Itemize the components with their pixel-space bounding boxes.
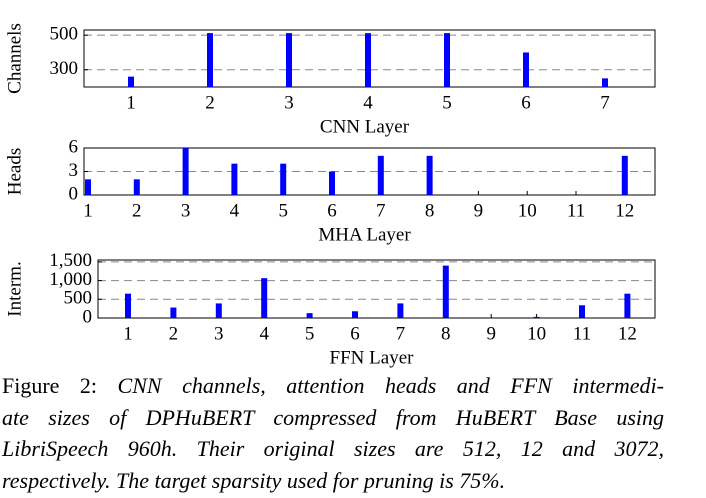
x-tick-label: 4	[230, 200, 240, 221]
x-tick-label: 4	[259, 323, 269, 344]
x-tick-label: 6	[521, 92, 531, 113]
bar	[523, 52, 529, 87]
x-tick-label: 9	[474, 200, 484, 221]
bar	[602, 78, 608, 87]
x-tick-label: 2	[169, 323, 179, 344]
bar	[207, 33, 213, 87]
bar	[352, 311, 358, 318]
bar	[533, 316, 540, 318]
x-axis-label: CNN Layer	[320, 116, 410, 137]
x-tick-label: 8	[441, 323, 451, 344]
caption: Figure 2: CNN channels, attention heads …	[2, 370, 664, 496]
bar	[125, 293, 131, 318]
bar	[426, 155, 433, 195]
y-tick-label: 1,000	[49, 269, 92, 290]
x-tick-label: 1	[126, 92, 136, 113]
caption-line: LibriSpeech 960h. Their original sizes a…	[2, 436, 664, 461]
x-tick-label: 1	[83, 200, 93, 221]
caption-line: ate sizes of DPHuBERT compressed from Hu…	[2, 404, 664, 430]
bar	[170, 307, 177, 318]
plot-frame	[97, 259, 656, 319]
bar	[261, 278, 268, 318]
plot-frame	[83, 147, 656, 196]
bar	[442, 265, 449, 318]
x-tick-label: 5	[278, 200, 288, 221]
caption-text: CNN channels, attention heads and FFN in…	[117, 373, 664, 398]
x-axis-label: MHA Layer	[318, 224, 411, 245]
x-tick-label: 10	[527, 323, 546, 344]
x-tick-label: 4	[363, 92, 373, 113]
x-tick-label: 8	[425, 200, 435, 221]
x-tick-label: 3	[181, 200, 191, 221]
y-tick-label: 0	[83, 306, 93, 327]
x-tick-label: 7	[396, 323, 406, 344]
x-tick-label: 11	[573, 323, 591, 344]
x-tick-label: 3	[214, 323, 224, 344]
y-tick-label: 500	[64, 288, 93, 309]
caption-line: Figure 2: CNN channels, attention heads …	[2, 370, 664, 402]
x-tick-label: 12	[618, 323, 637, 344]
y-tick-label: 3	[69, 160, 79, 181]
bar	[128, 76, 134, 87]
x-tick-label: 5	[305, 323, 315, 344]
y-tick-label: 300	[50, 58, 79, 79]
x-tick-label: 9	[486, 323, 496, 344]
y-axis-label: Heads	[4, 148, 25, 195]
x-tick-label: 6	[327, 200, 337, 221]
bar	[397, 303, 404, 318]
caption-label: Figure 2:	[2, 373, 98, 398]
bar	[306, 313, 313, 318]
bar	[231, 163, 238, 195]
bar	[182, 148, 189, 195]
bar	[621, 155, 628, 195]
x-tick-label: 1	[123, 323, 133, 344]
bar	[215, 303, 222, 318]
caption-line: respectively. The target sparsity used f…	[2, 467, 506, 493]
bar	[133, 179, 140, 195]
y-tick-label: 0	[69, 183, 79, 204]
x-tick-label: 10	[518, 200, 537, 221]
bar	[377, 155, 384, 195]
y-tick-label: 500	[50, 24, 79, 45]
y-axis-label: Channels	[4, 23, 25, 94]
y-axis-label: Interm.	[4, 261, 25, 316]
x-tick-label: 2	[205, 92, 215, 113]
x-axis-label: FFN Layer	[330, 347, 415, 368]
y-tick-label: 6	[69, 136, 79, 157]
bar	[624, 293, 631, 318]
bar	[85, 179, 91, 195]
x-tick-label: 12	[615, 200, 634, 221]
bar	[329, 171, 335, 195]
bar	[579, 305, 585, 318]
x-tick-label: 11	[567, 200, 585, 221]
bar	[280, 163, 287, 195]
x-tick-label: 7	[376, 200, 386, 221]
bar	[365, 33, 371, 87]
x-tick-label: 2	[132, 200, 142, 221]
bar	[444, 33, 450, 87]
x-tick-label: 3	[284, 92, 294, 113]
x-tick-label: 7	[600, 92, 610, 113]
x-tick-label: 5	[442, 92, 452, 113]
y-tick-label: 1,500	[49, 250, 92, 271]
bar	[286, 33, 292, 87]
x-tick-label: 6	[350, 323, 360, 344]
